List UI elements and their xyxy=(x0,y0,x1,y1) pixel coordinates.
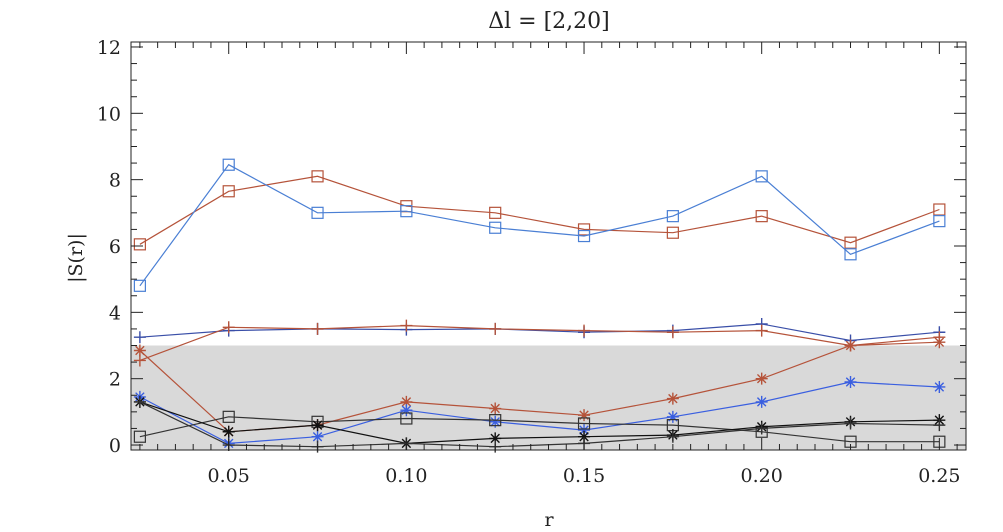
y-tick-label: 0 xyxy=(109,435,121,457)
series-line xyxy=(139,401,940,445)
square-marker xyxy=(133,279,146,292)
x-tick-label: 0.20 xyxy=(741,465,783,487)
asterisk-marker xyxy=(311,419,324,432)
square-marker xyxy=(844,236,857,249)
square-marker xyxy=(400,205,413,218)
square-marker xyxy=(755,210,768,223)
plus-marker xyxy=(666,326,679,339)
series-line xyxy=(139,175,940,245)
series-line xyxy=(139,416,940,443)
x-tick-label: 0.10 xyxy=(385,465,427,487)
square-marker xyxy=(222,410,235,423)
x-tick-label: 0.15 xyxy=(563,465,605,487)
plus-marker xyxy=(311,322,324,335)
asterisk-marker xyxy=(311,430,324,443)
asterisk-marker xyxy=(222,425,235,438)
asterisk-marker xyxy=(400,404,413,417)
asterisk-marker xyxy=(489,432,502,445)
chart-title: Δl = [2,20] xyxy=(488,9,610,34)
asterisk-marker xyxy=(933,336,946,349)
y-tick-label: 6 xyxy=(109,236,121,258)
y-tick-label: 2 xyxy=(109,369,121,391)
asterisk-marker xyxy=(400,395,413,408)
series-line xyxy=(139,381,940,445)
y-tick-label: 4 xyxy=(109,302,121,324)
series-line xyxy=(139,324,940,361)
square-marker xyxy=(755,170,768,183)
square-marker xyxy=(489,221,502,234)
asterisk-marker xyxy=(489,402,502,415)
x-tick-label: 0.05 xyxy=(208,465,250,487)
series-line xyxy=(139,323,940,342)
square-marker xyxy=(222,185,235,198)
y-tick-label: 12 xyxy=(97,37,121,59)
x-tick-label: 0.25 xyxy=(918,465,960,487)
asterisk-marker xyxy=(844,376,857,388)
square-marker xyxy=(577,417,591,430)
asterisk-marker xyxy=(666,392,679,405)
plus-marker xyxy=(844,417,857,430)
asterisk-marker xyxy=(133,344,146,357)
series-line xyxy=(139,163,940,287)
asterisk-marker xyxy=(755,372,768,385)
square-marker xyxy=(933,215,946,228)
square-marker xyxy=(844,248,857,261)
asterisk-marker xyxy=(578,409,591,422)
square-marker xyxy=(577,229,591,243)
x-axis-title: r xyxy=(544,509,554,531)
y-axis-title: |S(r)| xyxy=(65,233,87,283)
square-marker xyxy=(311,170,324,183)
asterisk-marker xyxy=(933,380,946,393)
plus-marker xyxy=(755,422,768,435)
shaded-band xyxy=(131,345,966,450)
square-marker xyxy=(933,203,946,216)
square-marker xyxy=(489,206,502,219)
asterisk-marker xyxy=(755,395,768,408)
plus-marker xyxy=(133,395,146,408)
y-tick-label: 8 xyxy=(109,170,121,192)
square-marker xyxy=(577,223,591,236)
plus-marker xyxy=(666,430,679,443)
plus-marker xyxy=(489,322,502,335)
square-marker xyxy=(133,238,146,251)
asterisk-marker xyxy=(844,339,857,352)
plus-marker xyxy=(400,319,413,332)
asterisk-marker xyxy=(666,410,679,423)
series-blue-squares xyxy=(133,158,946,292)
square-marker xyxy=(222,158,235,171)
square-marker xyxy=(666,226,679,239)
plus-marker xyxy=(933,419,946,432)
plus-marker xyxy=(755,324,768,337)
series-line xyxy=(139,401,940,448)
square-marker xyxy=(489,414,502,427)
plus-marker xyxy=(133,331,146,344)
asterisk-marker xyxy=(578,424,591,437)
y-tick-label: 10 xyxy=(97,103,121,125)
asterisk-marker xyxy=(489,415,502,428)
asterisk-marker xyxy=(578,430,591,443)
square-marker xyxy=(400,412,413,425)
square-marker xyxy=(311,206,324,219)
plus-marker xyxy=(578,324,591,337)
plus-marker xyxy=(222,321,235,334)
square-marker xyxy=(133,430,146,443)
square-marker xyxy=(666,210,679,223)
